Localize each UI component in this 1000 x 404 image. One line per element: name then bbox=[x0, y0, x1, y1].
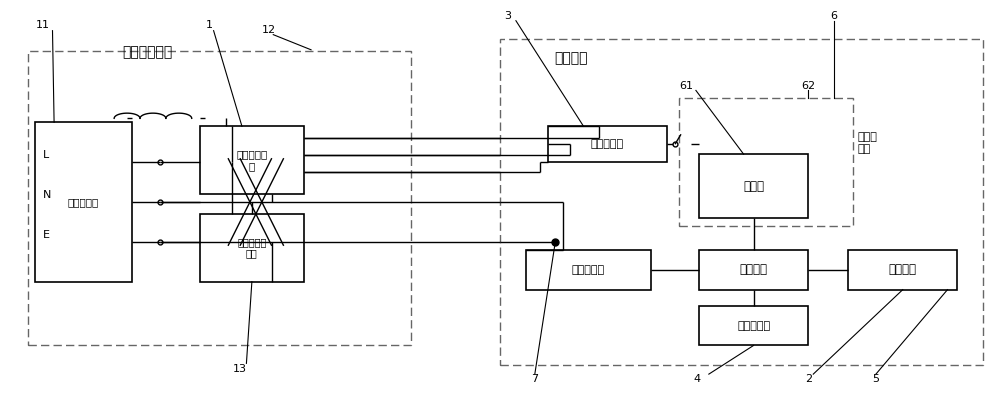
Text: 主控制板: 主控制板 bbox=[740, 263, 768, 276]
Text: 流量传感器: 流量传感器 bbox=[591, 139, 624, 149]
Text: 5: 5 bbox=[872, 375, 879, 384]
Bar bbox=[28, 50, 411, 345]
Text: E: E bbox=[43, 230, 50, 240]
Text: 漏电脱扣器: 漏电脱扣器 bbox=[68, 197, 99, 207]
Text: N: N bbox=[43, 190, 51, 200]
Bar bbox=[35, 122, 132, 282]
Bar bbox=[548, 126, 667, 162]
Bar bbox=[699, 250, 808, 290]
Bar bbox=[500, 39, 983, 365]
Text: 62: 62 bbox=[801, 81, 815, 90]
Bar bbox=[526, 250, 651, 290]
Text: 1: 1 bbox=[206, 20, 213, 29]
Text: 电子放大电
路: 电子放大电 路 bbox=[236, 149, 268, 171]
Text: 显示屏: 显示屏 bbox=[743, 179, 764, 193]
Bar bbox=[200, 214, 304, 282]
Text: 7: 7 bbox=[531, 375, 538, 384]
Bar bbox=[699, 154, 808, 218]
Bar bbox=[679, 99, 853, 226]
Text: L: L bbox=[43, 150, 49, 160]
Text: 漏电保护插头: 漏电保护插头 bbox=[122, 46, 172, 59]
Text: 6: 6 bbox=[831, 11, 838, 21]
Text: 显示控
制板: 显示控 制板 bbox=[858, 132, 878, 154]
Text: 61: 61 bbox=[679, 81, 693, 90]
Text: 12: 12 bbox=[262, 25, 276, 35]
Text: 11: 11 bbox=[36, 20, 50, 29]
Text: 零序电流互
感器: 零序电流互 感器 bbox=[237, 237, 267, 259]
Bar bbox=[200, 126, 304, 194]
Text: 温度传感器: 温度传感器 bbox=[737, 320, 770, 330]
Text: 4: 4 bbox=[693, 375, 700, 384]
Text: 电热水器: 电热水器 bbox=[555, 52, 588, 65]
Text: 3: 3 bbox=[504, 11, 511, 21]
Bar bbox=[699, 305, 808, 345]
Text: 超温保护器: 超温保护器 bbox=[572, 265, 605, 275]
Text: 13: 13 bbox=[232, 364, 246, 374]
Text: 电加热管: 电加热管 bbox=[889, 263, 917, 276]
Text: 2: 2 bbox=[805, 375, 812, 384]
Bar bbox=[848, 250, 957, 290]
